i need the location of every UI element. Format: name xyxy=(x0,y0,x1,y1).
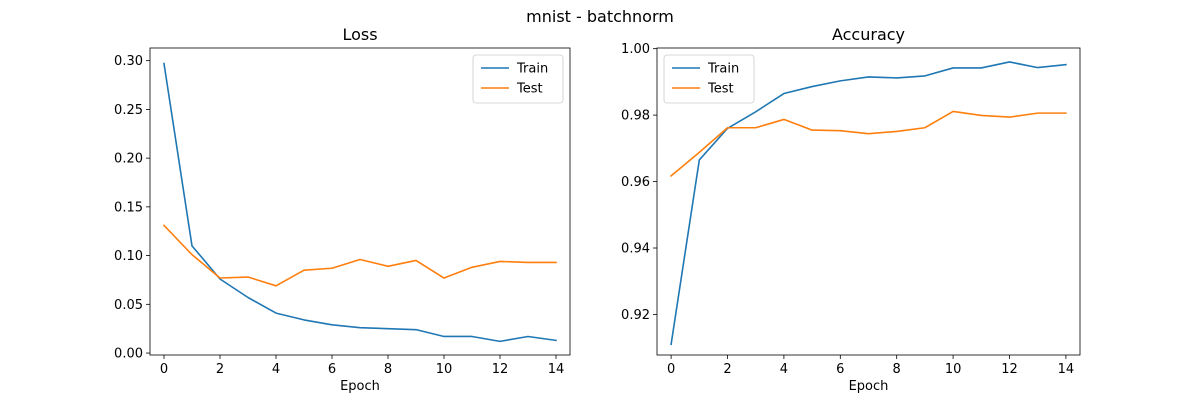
loss-y-tick-label: 0.25 xyxy=(114,103,143,118)
loss-x-tick-label: 14 xyxy=(548,362,565,377)
loss-y-tick-label: 0.10 xyxy=(114,249,143,264)
loss-y-tick-label: 0.15 xyxy=(114,200,143,215)
loss-chart: Loss 0 2 4 6 8 10 12 14 0.00 0.05 0.10 0.15 0.20 0.25 0… xyxy=(114,25,571,394)
accuracy-x-tick-label: 6 xyxy=(836,362,844,377)
accuracy-x-tick-label: 2 xyxy=(723,362,731,377)
loss-x-tick-label: 2 xyxy=(216,362,224,377)
accuracy-x-tick-label: 4 xyxy=(780,362,788,377)
loss-y-tick-label: 0.00 xyxy=(114,347,143,362)
accuracy-x-tick-label: 10 xyxy=(945,362,962,377)
loss-legend-train-label: Train xyxy=(516,62,548,77)
loss-y-tick-label: 0.05 xyxy=(114,298,143,313)
accuracy-train-line xyxy=(670,61,1067,346)
loss-legend-box xyxy=(472,54,564,104)
accuracy-y-tick-label: 0.98 xyxy=(621,109,650,124)
accuracy-x-tick-label: 12 xyxy=(1001,362,1018,377)
accuracy-chart-title: Accuracy xyxy=(832,25,905,44)
loss-legend-test-label: Test xyxy=(516,82,543,97)
loss-x-tick-label: 10 xyxy=(436,362,453,377)
accuracy-legend-box xyxy=(663,54,755,104)
loss-x-tick-label: 8 xyxy=(384,362,392,377)
accuracy-y-tick-label: 0.96 xyxy=(621,175,650,190)
loss-x-tick-label: 12 xyxy=(492,362,509,377)
accuracy-y-tick-label: 0.94 xyxy=(621,242,650,257)
accuracy-chart: Accuracy 0 2 4 6 8 10 12 14 0.92 0.94 0.96 0.98 1.00 E… xyxy=(621,25,1081,394)
loss-x-tick-label: 0 xyxy=(160,362,168,377)
loss-plot-frame xyxy=(149,47,571,356)
loss-chart-title: Loss xyxy=(342,25,377,44)
accuracy-x-axis-label: Epoch xyxy=(849,379,889,394)
accuracy-x-tick-label: 8 xyxy=(893,362,901,377)
loss-y-tick-label: 0.20 xyxy=(114,152,143,167)
accuracy-legend-train-label: Train xyxy=(707,62,739,77)
accuracy-legend-test-label: Test xyxy=(707,82,734,97)
accuracy-plot-frame xyxy=(656,47,1081,356)
accuracy-y-tick-label: 0.92 xyxy=(621,308,650,323)
loss-x-tick-label: 4 xyxy=(272,362,280,377)
accuracy-x-tick-label: 0 xyxy=(667,362,675,377)
accuracy-x-tick-label: 14 xyxy=(1058,362,1075,377)
accuracy-legend: Train Test xyxy=(663,54,755,104)
figure-title: mnist - batchnorm xyxy=(526,7,674,26)
loss-y-tick-label: 0.30 xyxy=(114,54,143,69)
loss-legend: Train Test xyxy=(472,54,564,104)
loss-x-axis-label: Epoch xyxy=(340,379,380,394)
loss-x-tick-label: 6 xyxy=(328,362,336,377)
accuracy-y-tick-label: 1.00 xyxy=(621,42,650,57)
loss-train-line xyxy=(163,62,557,343)
loss-test-line xyxy=(162,224,557,287)
accuracy-test-line xyxy=(669,110,1067,178)
